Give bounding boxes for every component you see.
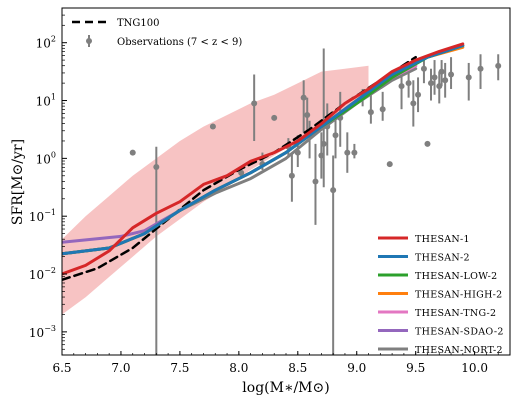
legend-label-thesan-high-2: THESAN-HIGH-2: [415, 290, 503, 301]
observation-point: [351, 149, 358, 156]
observation-point: [386, 161, 393, 168]
observation-point: [153, 164, 160, 171]
observation-point: [465, 74, 472, 81]
observation-point: [420, 65, 427, 72]
observation-point: [288, 172, 295, 179]
observation-point: [448, 71, 455, 78]
observation-point: [330, 187, 337, 194]
observation-point: [424, 140, 431, 147]
observation-point: [312, 178, 319, 185]
x-tick-label: 10.0: [461, 361, 488, 375]
x-tick-label: 8.0: [229, 361, 248, 375]
observation-point: [398, 83, 405, 90]
y-axis-label: SFR[M⊙/yr]: [10, 139, 26, 225]
observation-point: [405, 80, 412, 87]
legend-label-thesan-low-2: THESAN-LOW-2: [415, 271, 497, 282]
observation-point: [332, 132, 339, 139]
legend-label-thesan-tng-2: THESAN-TNG-2: [415, 308, 496, 319]
legend-bottom: THESAN-1 THESAN-2 THESAN-LOW-2 THESAN-HIGH-…: [378, 234, 504, 356]
observation-point: [209, 123, 216, 130]
y-tick-label: 10−2: [29, 266, 56, 282]
y-tick-label: 101: [36, 93, 56, 109]
observation-point: [320, 140, 327, 147]
legend-label-thesan-2: THESAN-2: [415, 253, 470, 264]
y-tick-label: 10−3: [29, 324, 56, 340]
observation-point: [495, 62, 502, 69]
observation-point: [477, 65, 484, 72]
observation-point: [344, 149, 351, 156]
y-tick-label: 102: [36, 35, 56, 51]
x-tick-label: 9.5: [406, 361, 425, 375]
observation-point: [300, 94, 307, 101]
observation-point: [438, 68, 445, 75]
x-tick-label: 8.5: [288, 361, 307, 375]
observation-point: [271, 114, 278, 121]
legend-label-thesan-sdao-2: THESAN-SDAO-2: [415, 327, 504, 338]
observation-point: [431, 74, 438, 81]
x-tick-label: 7.0: [111, 361, 130, 375]
model-lines-layer: [62, 42, 465, 282]
observation-point: [428, 80, 435, 87]
legend-observations-label: Observations (7 < z < 9): [117, 37, 242, 48]
legend-label-thesan-1: THESAN-1: [415, 234, 470, 245]
legend-tng100-label: TNG100: [117, 18, 160, 29]
x-axis-label: log(M∗/M⊙): [242, 380, 329, 396]
observation-point: [442, 77, 449, 84]
x-tick-label: 7.5: [170, 361, 189, 375]
series-line-thesan-2: [62, 44, 465, 256]
observation-point: [379, 106, 386, 113]
legend-top: TNG100 Observations (7 < z < 9): [72, 18, 242, 48]
legend-observations-marker: [86, 38, 92, 44]
series-line-thesan-1: [62, 42, 465, 276]
y-axis-ticks: 10−3 10−2 10−1 100 101 102: [29, 14, 67, 356]
observation-point: [367, 109, 374, 116]
x-tick-label: 9.0: [347, 361, 366, 375]
x-tick-label: 6.5: [52, 361, 71, 375]
observations-layer: [129, 48, 502, 355]
observation-point: [238, 169, 245, 176]
x-axis-ticks: 6.5 7.0 7.5 8.0 8.5 9.0 9.5 10.0: [52, 351, 511, 375]
observation-point: [415, 91, 422, 98]
observation-point: [304, 111, 311, 118]
observation-point: [251, 100, 258, 107]
y-tick-label: 100: [36, 150, 56, 166]
legend-label-thesan-nort-2: THESAN-NORT-2: [415, 345, 503, 356]
y-tick-label: 10−1: [29, 208, 56, 224]
observation-point: [410, 100, 417, 107]
observation-point: [129, 149, 136, 156]
